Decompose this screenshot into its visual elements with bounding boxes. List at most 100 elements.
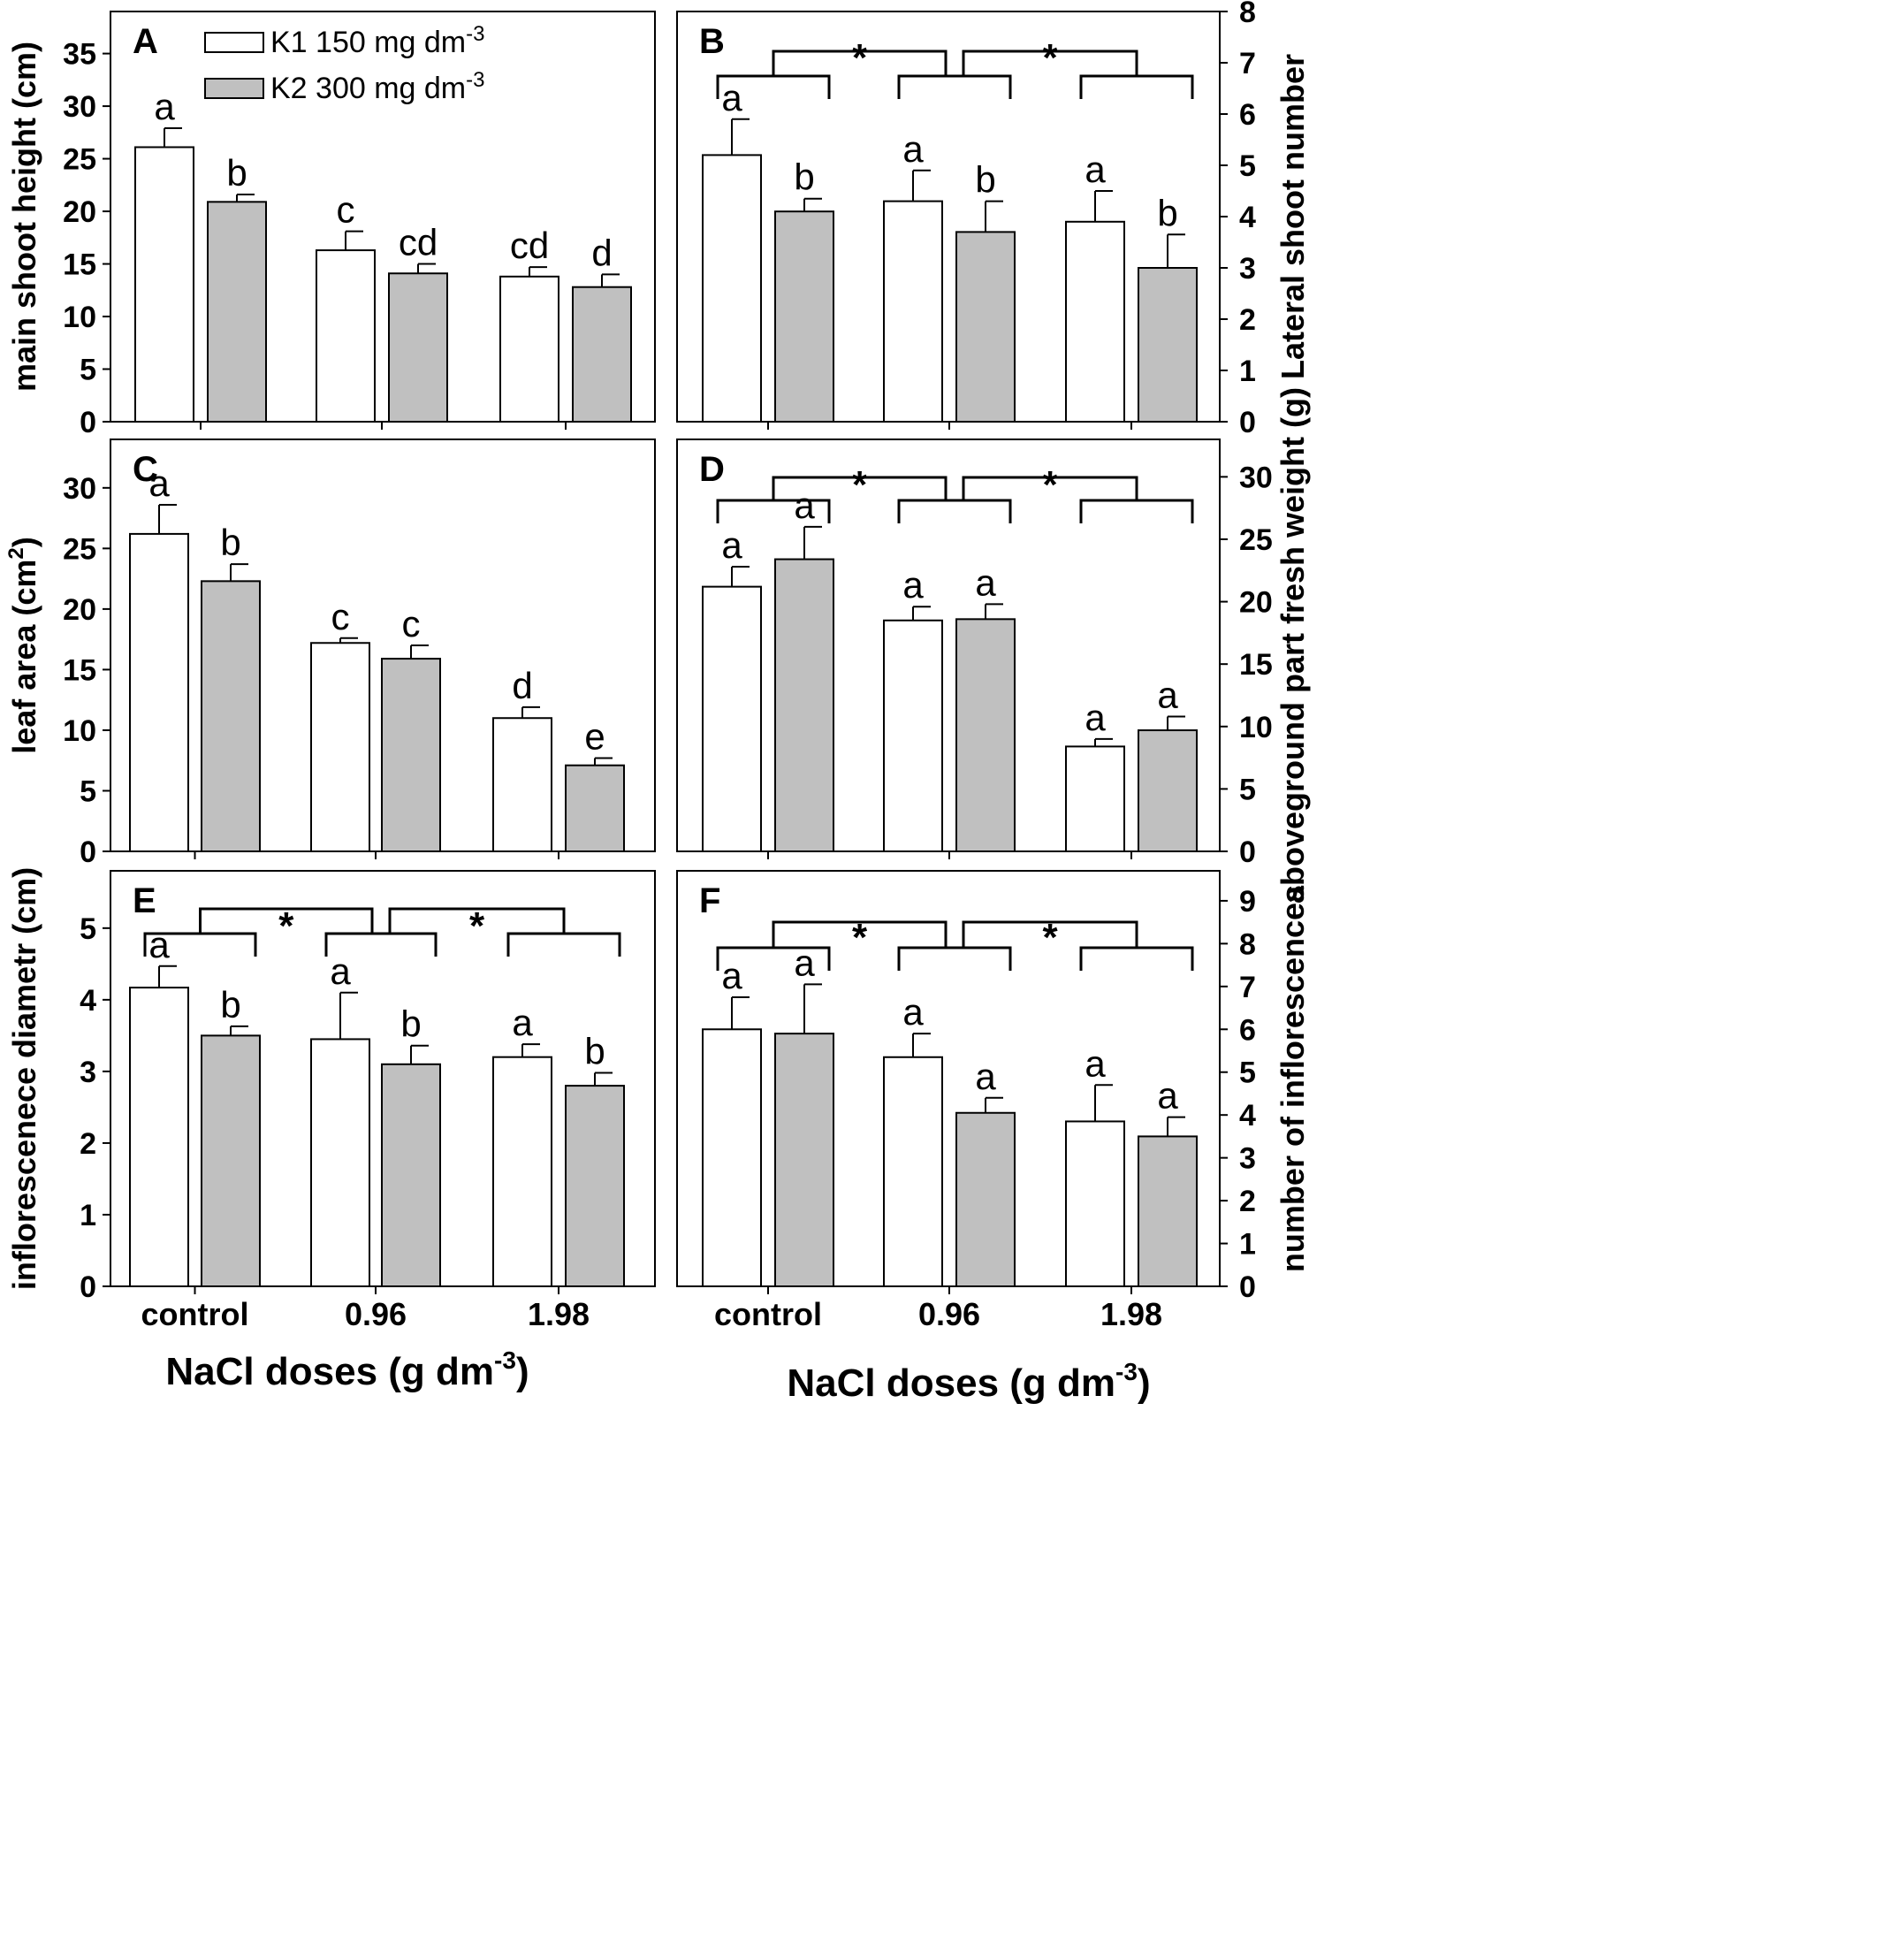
significance-letter: a	[148, 924, 170, 965]
significance-letter: a	[1085, 697, 1106, 738]
bar-k2-0	[774, 558, 834, 853]
group-bracket	[1079, 499, 1194, 523]
group-bracket	[324, 932, 438, 957]
significance-letter: a	[902, 991, 924, 1033]
y-tick-label: 9	[1239, 885, 1256, 919]
y-tick-label: 30	[1239, 461, 1273, 494]
y-tick-label: 15	[63, 248, 96, 282]
significance-letter: e	[584, 715, 605, 757]
comparison-bracket	[388, 907, 566, 934]
bar-k2-2	[572, 286, 632, 423]
group-bracket	[897, 74, 1012, 99]
significance-letter: a	[1085, 149, 1106, 190]
y-tick-label: 30	[63, 472, 96, 506]
comparison-bracket	[199, 907, 374, 934]
y-tick-label: 0	[80, 835, 96, 869]
significance-letter: a	[512, 1002, 533, 1043]
x-category-label: 0.96	[918, 1296, 980, 1332]
comparison-bracket	[962, 50, 1138, 76]
bar-k1-1	[883, 1056, 943, 1287]
y-axis-label: Lateral shoot number	[1275, 54, 1311, 379]
bar-k1-1	[310, 642, 370, 853]
significance-letter: c	[402, 603, 421, 644]
bar-k1-2	[1065, 1120, 1125, 1287]
y-axis-label: leaf area (cm2)	[4, 537, 42, 754]
y-tick-label: 0	[1239, 406, 1256, 439]
y-tick-label: 4	[80, 984, 96, 1018]
bar-k2-1	[381, 658, 441, 852]
significance-star: *	[469, 904, 485, 948]
significance-letter: a	[975, 1056, 996, 1097]
y-tick-label: 1	[1239, 1228, 1256, 1262]
x-category-label: control	[714, 1296, 822, 1332]
legend: K1 150 mg dm-3 K2 300 mg dm-3	[204, 22, 484, 105]
bar-k2-0	[207, 201, 267, 423]
y-tick-label: 25	[63, 532, 96, 566]
y-tick-label: 6	[1239, 98, 1256, 132]
y-tick-label: 5	[80, 912, 96, 946]
y-tick-label: 15	[63, 653, 96, 687]
significance-letter: b	[400, 1003, 421, 1045]
x-category-label: 1.98	[528, 1296, 590, 1332]
group-bracket	[1079, 74, 1194, 99]
significance-star: *	[278, 904, 294, 948]
y-tick-label: 7	[1239, 971, 1256, 1004]
legend-swatch	[204, 78, 264, 99]
panel-f: 0 1 2 3 4 5 6 7 8 9 number of inflorescences Fa a a a a…	[676, 870, 1311, 1304]
bar-k1-0	[129, 987, 189, 1287]
comparison-bracket	[962, 476, 1138, 500]
y-tick-label: 5	[1239, 1056, 1256, 1090]
y-tick-label: 30	[63, 90, 96, 124]
y-axis-label: aboveground part fresh weight (g)	[1275, 387, 1311, 904]
y-tick-label: 8	[1239, 927, 1256, 961]
y-tick-label: 5	[1239, 149, 1256, 183]
significance-star: *	[1042, 36, 1058, 80]
y-tick-label: 4	[1239, 201, 1256, 234]
bar-k1-0	[702, 154, 762, 423]
bar-k2-0	[774, 1033, 834, 1287]
y-tick-label: 10	[63, 301, 96, 334]
panel-d: 0 5 10 15 20 25 30 aboveground part fresh weigh…	[676, 387, 1311, 904]
bar-k2-1	[955, 231, 1016, 423]
group-bracket	[1079, 946, 1194, 971]
significance-letter: b	[975, 159, 995, 201]
significance-letter: b	[794, 156, 814, 198]
y-tick-label: 5	[80, 774, 96, 808]
significance-letter: a	[975, 561, 996, 603]
group-bracket	[897, 946, 1012, 971]
y-tick-label: 5	[1239, 773, 1256, 806]
y-tick-label: 25	[1239, 523, 1273, 557]
significance-letter: a	[902, 128, 924, 170]
y-tick-label: 20	[63, 195, 96, 229]
y-tick-label: 0	[1239, 835, 1256, 869]
bar-k2-2	[565, 764, 625, 852]
bar-k1-2	[499, 275, 559, 423]
significance-letter: a	[148, 462, 170, 504]
bar-k2-2	[565, 1085, 625, 1287]
significance-star: *	[852, 36, 868, 80]
y-axis-label: main shoot height (cm)	[6, 42, 42, 392]
y-tick-label: 4	[1239, 1099, 1256, 1133]
significance-letter: a	[721, 955, 742, 996]
y-tick-label: 2	[1239, 303, 1256, 337]
y-axis-label: inflorescenece diametr (cm)	[6, 867, 42, 1290]
significance-letter: b	[226, 152, 247, 194]
y-tick-label: 20	[63, 593, 96, 627]
panel-e: 0 1 2 3 4 5 inflorescenece diametr (cm) Ea a a b b b…	[6, 867, 656, 1304]
y-tick-label: 7	[1239, 47, 1256, 80]
panel-label: B	[699, 22, 725, 61]
group-bracket	[506, 932, 621, 957]
panel-label: F	[699, 881, 720, 920]
panel-b: 0 1 2 3 4 5 6 7 8 Lateral shoot number Ba a a b b b * *	[676, 0, 1311, 439]
significance-letter: cd	[510, 225, 549, 266]
panel-label: D	[699, 450, 725, 489]
panel-label: A	[133, 22, 158, 61]
y-tick-label: 3	[1239, 1142, 1256, 1176]
bar-k2-0	[201, 1034, 261, 1287]
y-tick-label: 1	[1239, 355, 1256, 388]
bar-k2-0	[774, 210, 834, 423]
y-tick-label: 10	[63, 714, 96, 748]
bar-k1-0	[134, 146, 194, 423]
group-bracket	[897, 499, 1012, 523]
